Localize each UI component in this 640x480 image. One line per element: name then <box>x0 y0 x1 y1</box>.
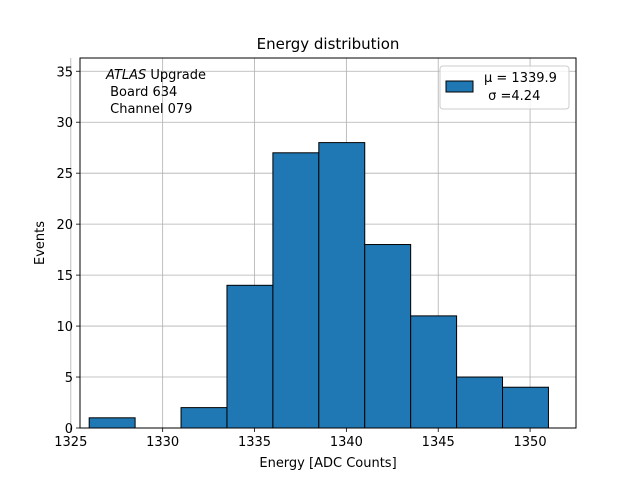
svg-text:ATLAS Upgrade: ATLAS Upgrade <box>105 68 206 83</box>
histogram-bar <box>456 376 504 429</box>
histogram-bar <box>88 417 136 429</box>
x-axis-label: Energy [ADC Counts] <box>259 456 396 471</box>
chart-title: Energy distribution <box>257 35 400 53</box>
ticks-layer: 1325 1330 1335 1340 1345 1350 0 5 10 15 20 25 30 35 <box>54 65 546 450</box>
y-tick-label: 10 <box>56 320 73 335</box>
legend: μ = 1339.9 σ =4.24 <box>439 65 570 110</box>
plot-annotation: ATLAS Upgrade Board 634 Channel 079 <box>105 68 206 117</box>
histogram-bar <box>272 152 320 429</box>
x-tick-label: 1345 <box>422 435 455 450</box>
y-axis-label: Events <box>33 221 48 265</box>
y-tick-label: 0 <box>65 422 73 437</box>
y-tick-label: 25 <box>56 167 73 182</box>
histogram-bar <box>226 284 274 429</box>
x-tick-label: 1325 <box>54 435 87 450</box>
legend-box <box>439 65 570 110</box>
legend-sigma: σ =4.24 <box>484 89 540 104</box>
x-tick-label: 1330 <box>146 435 179 450</box>
histogram-bar <box>502 386 549 429</box>
annotation-channel: Channel 079 <box>106 102 192 117</box>
x-tick-label: 1340 <box>330 435 363 450</box>
bars-layer <box>88 142 549 429</box>
x-tick-label: 1350 <box>514 435 547 450</box>
histogram-bar <box>364 244 412 429</box>
plot-frame <box>79 57 577 429</box>
histogram-bar <box>410 315 458 429</box>
y-tick-label: 30 <box>56 116 73 131</box>
histogram-bar <box>318 142 366 429</box>
y-tick-label: 20 <box>56 218 73 233</box>
histogram-bar <box>180 407 228 429</box>
legend-swatch <box>445 80 474 93</box>
annotation-upgrade: Upgrade <box>146 68 206 83</box>
y-tick-label: 35 <box>56 65 73 80</box>
y-tick-label: 15 <box>56 269 73 284</box>
y-tick-label: 5 <box>65 371 73 386</box>
legend-mu: μ = 1339.9 <box>484 71 557 86</box>
annotation-board: Board 634 <box>106 85 177 100</box>
annotation-atlas: ATLAS <box>105 68 146 83</box>
x-tick-label: 1335 <box>238 435 271 450</box>
